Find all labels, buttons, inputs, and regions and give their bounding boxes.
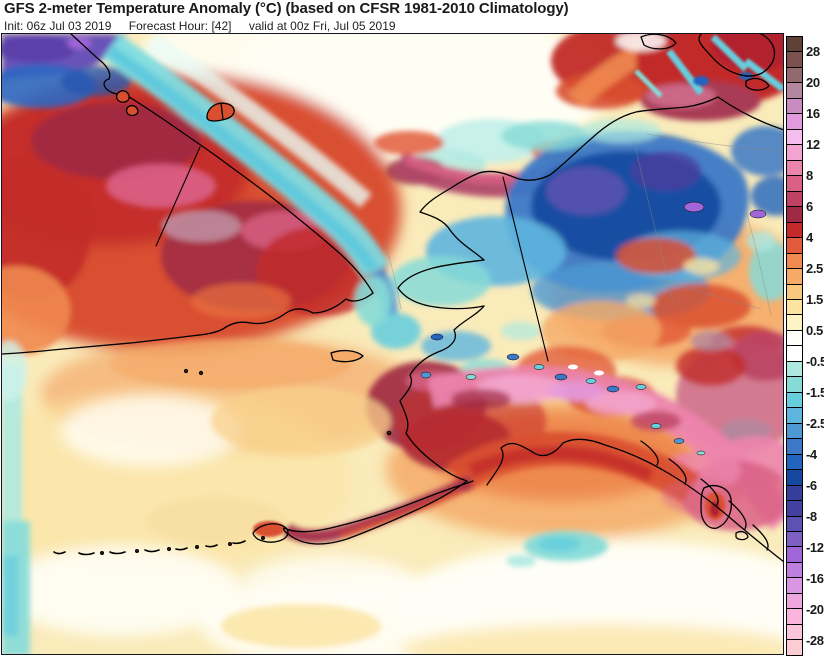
colorbar-cell (787, 577, 802, 593)
colorbar-tick-label: 4 (806, 229, 813, 245)
colorbar-cell (787, 484, 802, 501)
colorbar-cell (787, 329, 802, 346)
colorbar-cell (787, 639, 802, 655)
page-title: GFS 2-meter Temperature Anomaly (°C) (ba… (4, 0, 569, 17)
colorbar-tick-label: 20 (806, 74, 820, 90)
colorbar-tick-label: 1.5 (806, 291, 823, 307)
colorbar-tick-label: 6 (806, 198, 813, 214)
colorbar-cell (787, 37, 802, 52)
colorbar-cell (787, 407, 802, 423)
forecast-hour: Forecast Hour: [42] (128, 19, 232, 33)
colorbar-tick-label: 28 (806, 43, 820, 59)
colorbar-cell (787, 469, 802, 485)
init-time: Init: 06z Jul 03 2019 (4, 19, 112, 33)
colorbar-tick-label: 12 (806, 136, 820, 152)
graticule-lines (383, 133, 783, 317)
colorbar-tick-label: -20 (806, 601, 824, 617)
colorbar-cell (787, 283, 802, 299)
colorbar-tick-label: -8 (806, 508, 817, 524)
colorbar-cell (787, 82, 802, 98)
colorbar-tick-label: -0.5 (806, 353, 824, 369)
colorbar-cell (787, 66, 802, 83)
colorbar-cell (787, 314, 802, 330)
colorbar-cell (787, 237, 802, 253)
colorbar-cell (787, 113, 802, 129)
colorbar-cell (787, 592, 802, 609)
colorbar-cell (787, 175, 802, 191)
colorbar-cell (787, 500, 802, 516)
coastlines (2, 34, 783, 563)
colorbar-cell (787, 360, 802, 377)
colorbar-cell (787, 531, 802, 547)
map-canvas (2, 34, 783, 654)
colorbar-tick-label: -28 (806, 632, 824, 648)
colorbar-tick-label: -4 (806, 446, 817, 462)
colorbar-cell (787, 298, 802, 315)
colorbar-cell (787, 623, 802, 640)
colorbar-cell (787, 438, 802, 454)
colorbar-cell (787, 453, 802, 470)
colorbar-tick-label: -16 (806, 570, 824, 586)
colorbar-cell (787, 345, 802, 361)
colorbar-tick-label: 16 (806, 105, 820, 121)
colorbar-tick-label: -12 (806, 539, 824, 555)
colorbar-tick-label: 0.5 (806, 322, 823, 338)
colorbar-cell (787, 391, 802, 408)
colorbar-cell (787, 376, 802, 392)
colorbar-cell (787, 51, 802, 67)
colorbar-tick-label: -1.5 (806, 384, 824, 400)
colorbar-cell (787, 546, 802, 562)
colorbar-tick-label: 2.5 (806, 260, 823, 276)
valid-time: valid at 00z Fri, Jul 05 2019 (248, 19, 396, 33)
colorbar-cell (787, 268, 802, 284)
colorbar-cell (787, 206, 802, 222)
colorbar-labels: 28 20 16 12 8 6 4 2.5 1.5 0.5 -0.5 -1.5 -2.5 -4 -6 -8 -1… (806, 36, 824, 656)
run-info-line: Init: 06z Jul 03 2019 Forecast Hour: [42… (4, 19, 410, 33)
colorbar-cell (787, 97, 802, 114)
anomaly-fields-fine (253, 34, 783, 537)
colorbar-cell (787, 128, 802, 145)
colorbar-tick-label: 8 (806, 167, 813, 183)
colorbar-tick-label: -6 (806, 477, 817, 493)
colorbar-cell (787, 422, 802, 439)
colorbar-cell (787, 561, 802, 578)
colorbar-cell (787, 608, 802, 624)
colorbar-cell (787, 190, 802, 207)
glacier-specks (420, 201, 767, 456)
anomaly-fields-detail (2, 34, 783, 654)
colorbar-cell (787, 144, 802, 160)
colorbar (786, 36, 803, 656)
colorbar-cell (787, 252, 802, 269)
colorbar-tick-label: -2.5 (806, 415, 824, 431)
map-image (1, 33, 784, 655)
colorbar-cell (787, 221, 802, 238)
colorbar-cell (787, 159, 802, 176)
colorbar-cell (787, 515, 802, 531)
